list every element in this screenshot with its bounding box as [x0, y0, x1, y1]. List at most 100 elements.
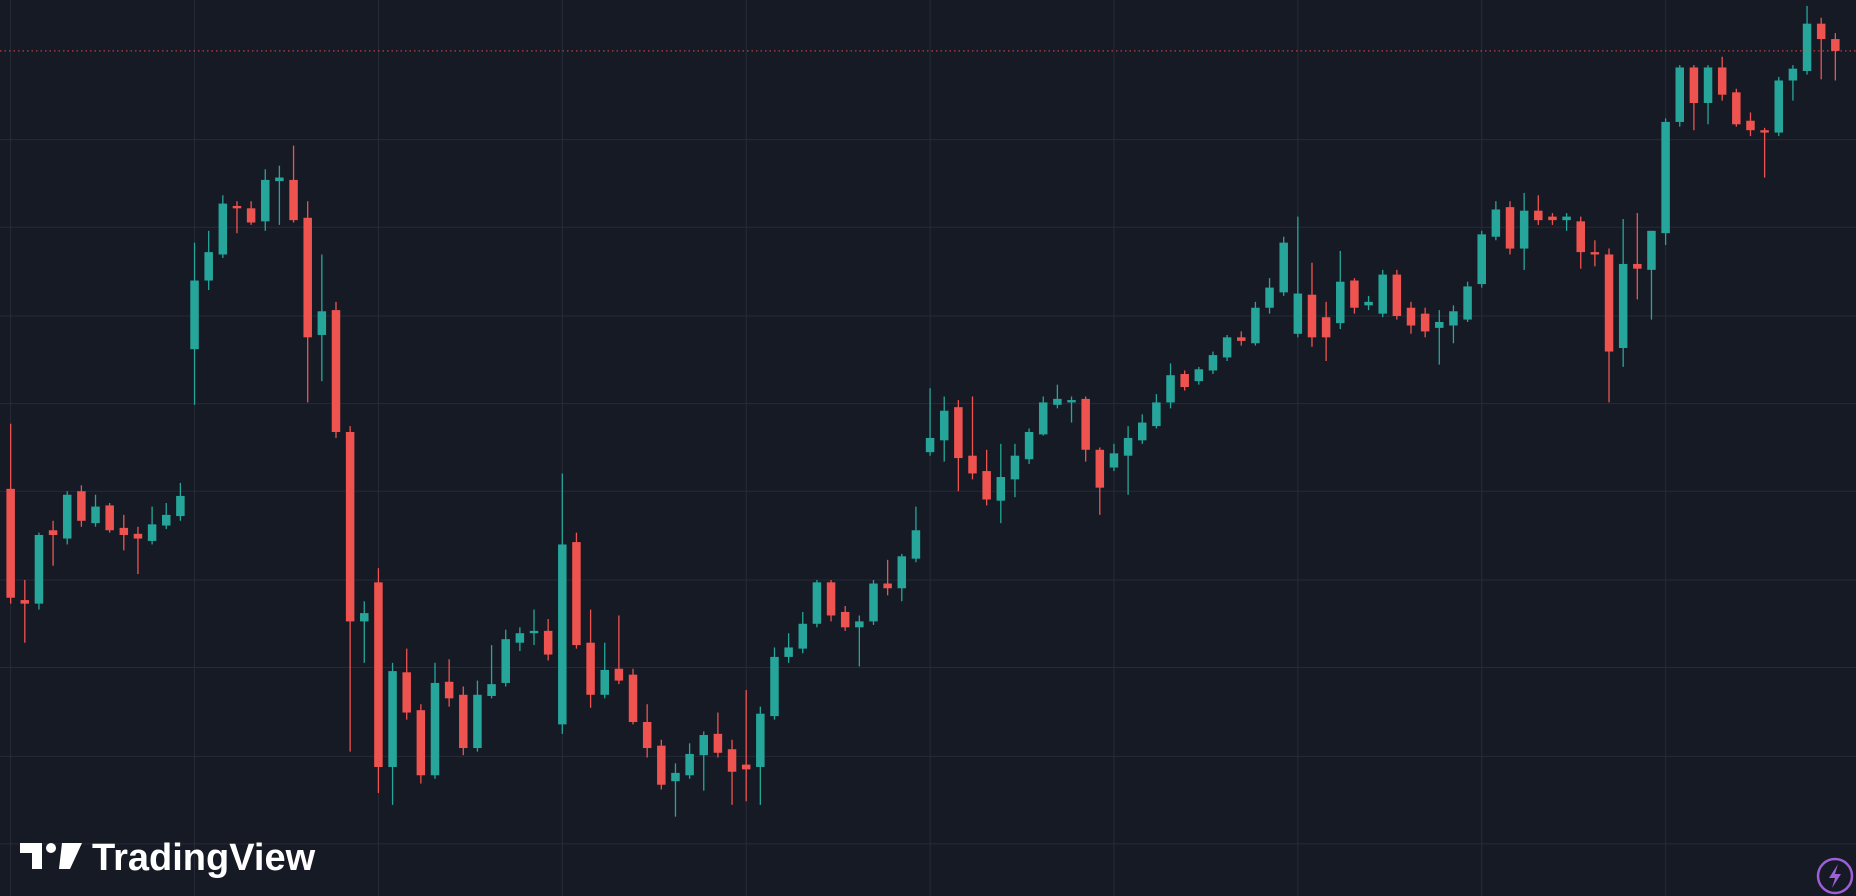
candle-body [784, 647, 793, 657]
candle-body [628, 674, 638, 723]
candle-body [996, 476, 1006, 501]
candle-body [1802, 23, 1812, 72]
candle-body [1010, 455, 1020, 480]
candle-body [147, 524, 157, 541]
candle-body [741, 764, 751, 770]
candle-body [1392, 274, 1402, 317]
candle-body [869, 583, 878, 622]
candle-body [360, 613, 369, 622]
candle-body [1449, 311, 1458, 326]
lightning-icon[interactable] [1829, 864, 1841, 888]
candle-body [48, 530, 58, 535]
candle-body [1604, 254, 1614, 352]
candle-body [1435, 321, 1444, 328]
candle-body [1038, 402, 1048, 435]
candle-body [473, 694, 482, 749]
candle-body [1251, 307, 1260, 344]
candle-body [1180, 374, 1189, 388]
candle-body [657, 745, 666, 785]
candle-body [1109, 453, 1119, 468]
candle-body [77, 491, 86, 521]
logo-icon-dot [46, 843, 56, 853]
candle-body [1208, 355, 1218, 371]
candle-body [1307, 294, 1317, 338]
candle-body [1491, 209, 1501, 237]
candle-body [20, 600, 30, 604]
candle-body [1760, 130, 1769, 133]
candle-body [826, 582, 836, 616]
candle-body [1647, 230, 1656, 270]
candle-body [727, 749, 737, 772]
candle-body [1378, 274, 1387, 314]
candle-body [1321, 317, 1331, 338]
candle-body [232, 205, 242, 209]
candle-body [840, 611, 850, 628]
candle-body [1534, 210, 1543, 221]
candle-body [218, 203, 228, 255]
candle-body [1548, 216, 1557, 221]
candle-body [1265, 287, 1274, 308]
candle-body [855, 621, 864, 628]
candle-body [699, 735, 709, 756]
lightning-button[interactable] [1816, 857, 1854, 895]
candle-body [770, 656, 779, 717]
candle-body [1293, 293, 1303, 334]
candle-body [261, 179, 270, 222]
candle-body [1166, 375, 1175, 403]
candle-body [62, 494, 72, 539]
candle-body [487, 684, 496, 696]
candle-body [1477, 234, 1486, 285]
candle-body [1137, 422, 1147, 441]
candle-body [133, 533, 143, 539]
candle-body [968, 455, 977, 474]
candle-body [303, 217, 312, 338]
logo-icon-slash [59, 843, 82, 869]
candle-body [600, 669, 609, 695]
candle-body [1336, 281, 1345, 324]
candle-body [798, 623, 808, 649]
candle-body [543, 630, 553, 655]
candle-body [529, 630, 539, 634]
candle-body [1746, 120, 1755, 131]
candle-body [756, 713, 765, 767]
candle-body [671, 772, 680, 782]
candle-body [1788, 68, 1798, 81]
candle-body [1237, 337, 1246, 341]
candle-body [1661, 121, 1670, 234]
candle-body [1774, 80, 1784, 133]
candle-body [883, 583, 892, 589]
candle-body [416, 710, 426, 776]
candle-body [331, 310, 341, 433]
candle-body [34, 534, 44, 604]
candle-body [1123, 437, 1133, 456]
candle-body [1590, 252, 1600, 255]
candle-body [388, 671, 397, 767]
candle-body [1633, 263, 1642, 269]
candle-body [812, 582, 822, 624]
candle-body [586, 642, 595, 695]
candle-body [374, 582, 383, 767]
candle-body [954, 407, 963, 459]
candle-body [897, 556, 907, 589]
candle-body [501, 639, 510, 683]
candle-body [1562, 216, 1571, 221]
candle-body [614, 668, 624, 681]
candle-body [402, 672, 411, 713]
candle-body [1576, 221, 1585, 253]
candle-body [317, 311, 327, 335]
candle-body [713, 733, 723, 753]
candle-body [1505, 207, 1515, 249]
candle-body [1816, 23, 1826, 40]
candle-body [459, 694, 468, 749]
candle-body [1732, 92, 1741, 125]
candle-body [1279, 242, 1288, 293]
candle-body [1420, 313, 1430, 332]
candle-body [190, 280, 199, 350]
candle-body [444, 681, 454, 699]
candle-body [572, 542, 581, 646]
candle-body [1689, 67, 1699, 103]
lightning-circle[interactable] [1816, 857, 1854, 895]
candle-body [345, 432, 355, 622]
candle-body [1350, 280, 1359, 308]
